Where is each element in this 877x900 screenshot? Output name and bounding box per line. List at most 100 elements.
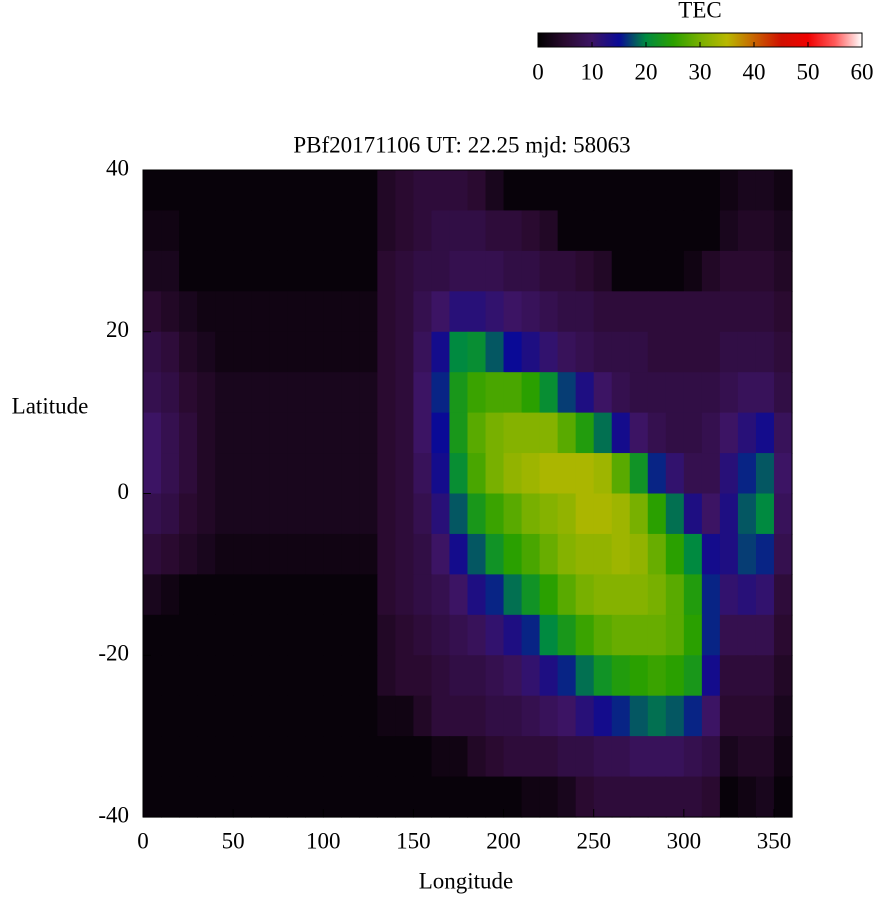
heat-cell	[521, 453, 541, 495]
heat-cell	[197, 695, 216, 737]
heat-cell	[575, 574, 595, 616]
heat-cell	[179, 291, 198, 333]
heat-cell	[179, 412, 198, 454]
heat-cell	[557, 736, 577, 778]
heat-cell	[233, 210, 252, 252]
heat-cell	[629, 453, 649, 495]
heat-cell	[503, 331, 523, 373]
heat-cell	[593, 776, 613, 818]
heat-cell	[143, 614, 162, 656]
heat-cell	[287, 372, 306, 414]
heat-cell	[431, 412, 451, 454]
heat-cell	[395, 250, 415, 292]
heat-cell	[629, 574, 649, 616]
heat-cell	[431, 493, 451, 535]
heat-cell	[665, 453, 685, 495]
heat-cell	[305, 614, 324, 656]
heat-cell	[413, 655, 433, 697]
heat-cell	[503, 533, 523, 575]
heat-cell	[467, 695, 487, 737]
heat-cell	[341, 736, 360, 778]
heat-cell	[251, 372, 270, 414]
heat-cell	[251, 250, 270, 292]
heat-cell	[611, 533, 631, 575]
colorbar-tick-label: 0	[532, 59, 544, 84]
heat-cell	[539, 695, 559, 737]
heat-cell	[503, 736, 523, 778]
heat-cell	[143, 210, 162, 252]
heat-cell	[773, 170, 793, 212]
heat-cell	[287, 453, 306, 495]
heat-cell	[683, 412, 703, 454]
heat-cell	[629, 533, 649, 575]
heat-cell	[413, 574, 433, 616]
heat-cell	[197, 574, 216, 616]
heat-cell	[269, 493, 288, 535]
heat-cell	[359, 533, 378, 575]
heat-cell	[539, 372, 559, 414]
heat-cell	[719, 493, 739, 535]
heat-cell	[521, 614, 541, 656]
heat-cell	[287, 493, 306, 535]
heat-cell	[575, 372, 595, 414]
heat-cell	[269, 331, 288, 373]
heat-cell	[449, 250, 469, 292]
heat-cell	[773, 776, 793, 818]
heat-cell	[377, 412, 396, 454]
heat-cell	[629, 210, 649, 252]
colorbar-tick-label: 50	[797, 59, 820, 84]
heat-cell	[629, 655, 649, 697]
heat-cell	[485, 776, 505, 818]
heat-cell	[395, 493, 415, 535]
heat-cell	[449, 170, 469, 212]
heat-cell	[557, 372, 577, 414]
heat-cell	[773, 533, 793, 575]
heat-cell	[413, 250, 433, 292]
heat-cell	[683, 372, 703, 414]
heat-cell	[593, 533, 613, 575]
heat-cell	[485, 291, 505, 333]
heat-cell	[647, 614, 667, 656]
heat-cell	[269, 574, 288, 616]
heat-cell	[683, 776, 703, 818]
heat-cell	[449, 533, 469, 575]
x-tick-label: 200	[486, 828, 521, 853]
heat-cell	[611, 170, 631, 212]
heat-cell	[197, 736, 216, 778]
heat-cell	[557, 533, 577, 575]
heat-cell	[233, 372, 252, 414]
heat-cell	[557, 170, 577, 212]
heat-cell	[161, 776, 180, 818]
heat-cell	[395, 453, 415, 495]
heat-cell	[701, 250, 721, 292]
heat-cell	[341, 170, 360, 212]
heat-cell	[431, 372, 451, 414]
heat-cell	[233, 331, 252, 373]
heat-cell	[701, 614, 721, 656]
heat-cell	[287, 614, 306, 656]
heat-cell	[755, 291, 775, 333]
heat-cell	[539, 533, 559, 575]
heat-cell	[449, 493, 469, 535]
heat-cell	[647, 412, 667, 454]
heat-cell	[647, 372, 667, 414]
heat-cell	[773, 412, 793, 454]
heat-cell	[431, 574, 451, 616]
heat-cell	[197, 291, 216, 333]
x-tick-label: 100	[306, 828, 341, 853]
heat-cell	[665, 736, 685, 778]
heat-cell	[485, 614, 505, 656]
heat-cell	[413, 736, 433, 778]
heat-cell	[233, 614, 252, 656]
heat-cell	[737, 291, 757, 333]
heat-cell	[647, 210, 667, 252]
heat-cell	[647, 250, 667, 292]
heat-cell	[557, 331, 577, 373]
heat-cell	[719, 331, 739, 373]
heat-cell	[197, 614, 216, 656]
heat-cell	[557, 695, 577, 737]
heat-cell	[449, 736, 469, 778]
heat-cell	[323, 331, 342, 373]
chart-title: PBf20171106 UT: 22.25 mjd: 58063	[293, 132, 630, 157]
heat-cell	[161, 412, 180, 454]
